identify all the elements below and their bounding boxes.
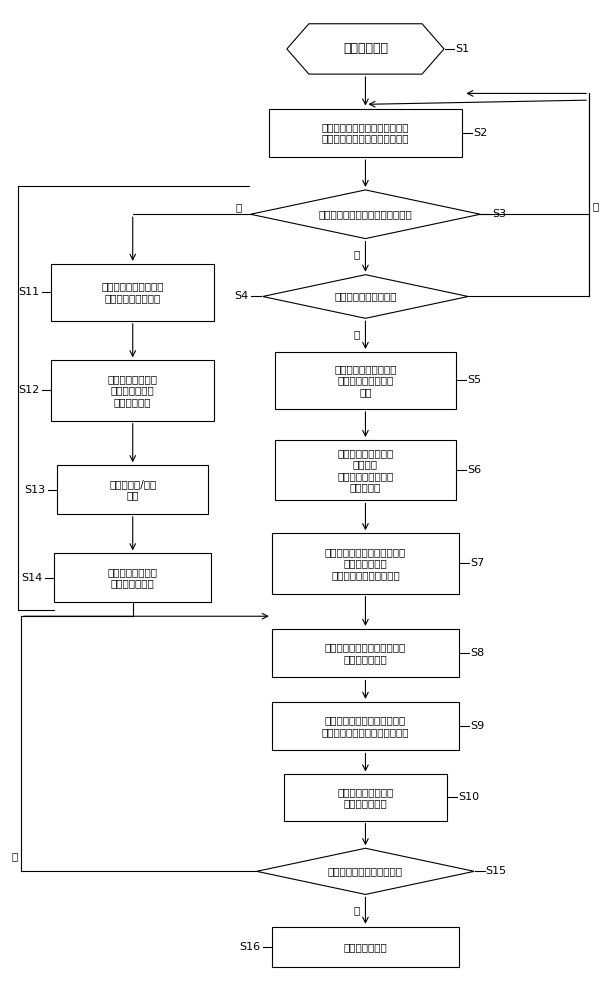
Text: 否: 否 bbox=[353, 250, 359, 260]
FancyBboxPatch shape bbox=[272, 629, 459, 677]
FancyBboxPatch shape bbox=[54, 553, 211, 602]
Text: 步进电机带动转盘，
检测下一个瓶位: 步进电机带动转盘， 检测下一个瓶位 bbox=[337, 787, 393, 808]
Text: 判断是否到达检测时间: 判断是否到达检测时间 bbox=[334, 291, 396, 301]
Text: S7: S7 bbox=[471, 558, 485, 568]
Text: S6: S6 bbox=[468, 465, 482, 475]
FancyBboxPatch shape bbox=[272, 533, 459, 594]
Text: 将瓶位数据送入数据库，并发
送完成检测信号: 将瓶位数据送入数据库，并发 送完成检测信号 bbox=[325, 642, 406, 664]
Text: 初始位置传感器寻找到
定位指片，返回位置
信号: 初始位置传感器寻找到 定位指片，返回位置 信号 bbox=[334, 364, 396, 397]
Text: 是: 是 bbox=[235, 203, 242, 213]
Text: 否: 否 bbox=[12, 851, 18, 861]
Text: 信号处理单元接受完成检测信
号，并向步进电机发送旋转信号: 信号处理单元接受完成检测信 号，并向步进电机发送旋转信号 bbox=[321, 715, 409, 737]
Text: S12: S12 bbox=[18, 385, 40, 395]
FancyBboxPatch shape bbox=[272, 927, 459, 967]
FancyBboxPatch shape bbox=[51, 360, 214, 421]
Text: 信号控制处理单元接
收到位置
信号并对步进电机发
出停止信号: 信号控制处理单元接 收到位置 信号并对步进电机发 出停止信号 bbox=[337, 448, 393, 493]
Text: 向信号控制处理单
元发送启动信号: 向信号控制处理单 元发送启动信号 bbox=[108, 567, 158, 588]
Text: S14: S14 bbox=[21, 573, 43, 583]
Text: 判断检测是否全部检测完成: 判断检测是否全部检测完成 bbox=[328, 866, 403, 876]
Text: S16: S16 bbox=[239, 942, 260, 952]
Text: 数据库数据处理: 数据库数据处理 bbox=[343, 942, 387, 952]
Text: 系统正常启动: 系统正常启动 bbox=[343, 42, 388, 55]
Text: S2: S2 bbox=[473, 128, 488, 138]
Text: S3: S3 bbox=[492, 209, 506, 219]
FancyBboxPatch shape bbox=[272, 702, 459, 750]
Polygon shape bbox=[251, 190, 480, 239]
Text: S13: S13 bbox=[24, 485, 46, 495]
Text: 用户是否对信号控制单元发出指令: 用户是否对信号控制单元发出指令 bbox=[318, 209, 412, 219]
Text: S11: S11 bbox=[18, 287, 40, 297]
Polygon shape bbox=[287, 24, 444, 74]
FancyBboxPatch shape bbox=[269, 109, 462, 157]
Text: S5: S5 bbox=[468, 375, 482, 385]
FancyBboxPatch shape bbox=[284, 774, 447, 821]
Text: 步进电机接收到停
止信号后，控制
转盘停止旋转: 步进电机接收到停 止信号后，控制 转盘停止旋转 bbox=[108, 374, 158, 407]
FancyBboxPatch shape bbox=[274, 352, 456, 409]
Text: 否: 否 bbox=[592, 201, 598, 211]
Text: S15: S15 bbox=[486, 866, 507, 876]
Polygon shape bbox=[263, 275, 468, 318]
Text: S10: S10 bbox=[459, 792, 479, 802]
Text: 是: 是 bbox=[353, 329, 359, 339]
Text: S1: S1 bbox=[456, 44, 470, 54]
Text: S9: S9 bbox=[471, 721, 485, 731]
Text: 信号控制处理单元对步
进电机发出停止信号: 信号控制处理单元对步 进电机发出停止信号 bbox=[101, 281, 164, 303]
Text: S8: S8 bbox=[471, 648, 485, 658]
FancyBboxPatch shape bbox=[51, 264, 214, 321]
Text: 是: 是 bbox=[353, 905, 359, 915]
Text: 步进电机接收到停止信号后，
控制转盘停止旋
转，开始检测第一个瓶位: 步进电机接收到停止信号后， 控制转盘停止旋 转，开始检测第一个瓶位 bbox=[325, 547, 406, 580]
Text: 用户进行置/取瓶
操作: 用户进行置/取瓶 操作 bbox=[109, 479, 156, 500]
Text: 信号控制处理单元发出控制信号
驱动步进电机带动转盘匀速转动: 信号控制处理单元发出控制信号 驱动步进电机带动转盘匀速转动 bbox=[321, 122, 409, 144]
FancyBboxPatch shape bbox=[274, 440, 456, 500]
FancyBboxPatch shape bbox=[57, 465, 208, 514]
Polygon shape bbox=[257, 848, 474, 894]
Text: S4: S4 bbox=[234, 291, 248, 301]
